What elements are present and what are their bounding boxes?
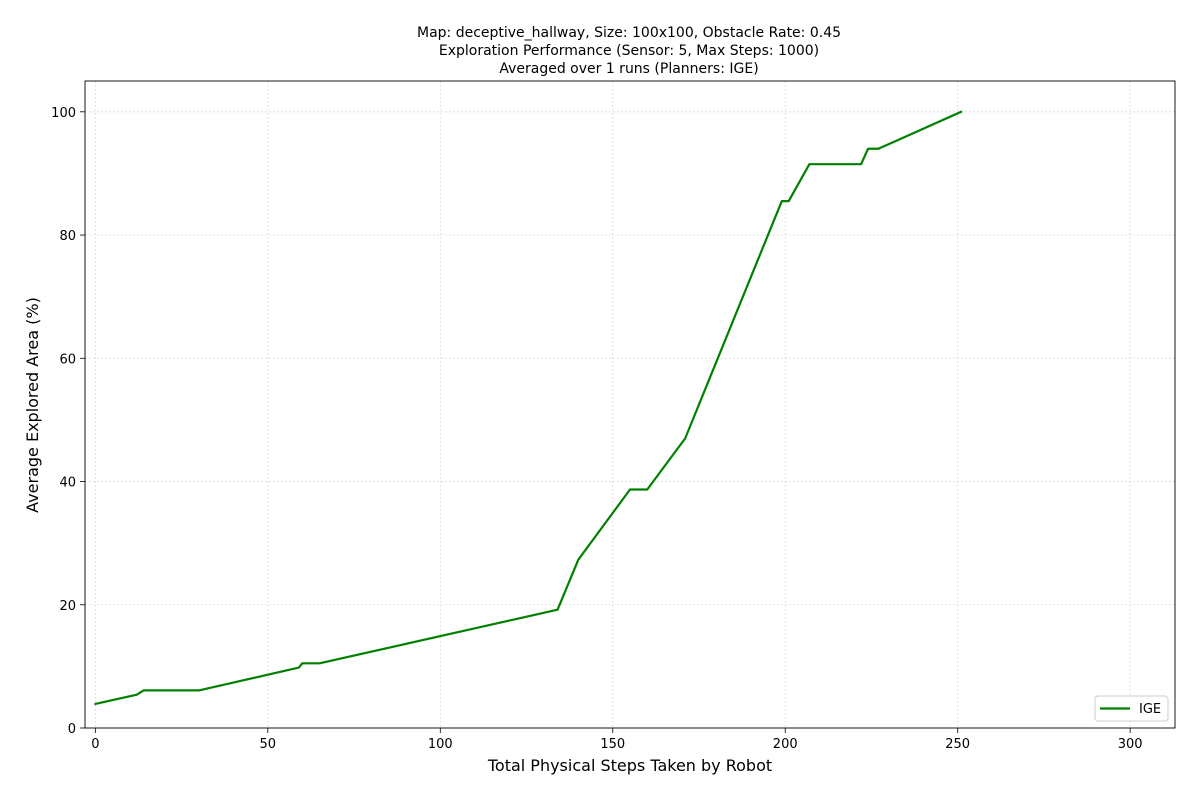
x-tick-label: 150 xyxy=(600,737,625,752)
y-tick-label: 20 xyxy=(59,599,76,614)
plot-frame xyxy=(84,80,1176,729)
x-tick-label: 300 xyxy=(1118,737,1143,752)
y-tick-label: 100 xyxy=(51,106,76,121)
title-line-2: Exploration Performance (Sensor: 5, Max … xyxy=(439,43,819,59)
series-line-ige xyxy=(94,110,963,706)
legend-box xyxy=(1094,695,1169,722)
y-axis-label: Average Explored Area (%) xyxy=(23,297,42,513)
x-axis-ticks: 0 50 100 150 200 250 300 xyxy=(91,728,1143,752)
legend-label-ige: IGE xyxy=(1139,702,1161,717)
plot-series xyxy=(94,110,963,706)
x-tick-label: 0 xyxy=(91,737,99,752)
y-tick-label: 0 xyxy=(68,722,76,737)
x-tick-label: 50 xyxy=(260,737,277,752)
y-tick-label: 40 xyxy=(59,476,76,491)
chart-title: Map: deceptive_hallway, Size: 100x100, O… xyxy=(417,25,841,77)
y-tick-label: 60 xyxy=(59,352,76,367)
title-line-1: Map: deceptive_hallway, Size: 100x100, O… xyxy=(417,25,841,41)
y-tick-label: 80 xyxy=(59,229,76,244)
x-tick-label: 250 xyxy=(945,737,970,752)
x-tick-label: 100 xyxy=(428,737,453,752)
y-axis-ticks: 0 20 40 60 80 100 xyxy=(51,106,85,737)
x-axis-label: Total Physical Steps Taken by Robot xyxy=(487,756,772,775)
title-line-3: Averaged over 1 runs (Planners: IGE) xyxy=(499,61,758,77)
x-tick-label: 200 xyxy=(773,737,798,752)
legend: IGE xyxy=(1094,695,1169,722)
